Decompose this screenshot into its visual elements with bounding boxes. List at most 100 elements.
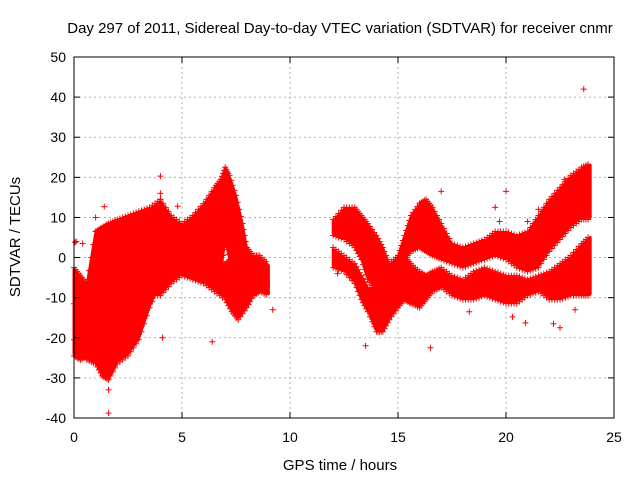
- envelope-point: [433, 212, 440, 219]
- envelope-point: [355, 288, 362, 295]
- envelope-point: [208, 251, 215, 258]
- envelope-point: [454, 274, 461, 281]
- envelope-point: [189, 244, 196, 251]
- envelope-point: [141, 320, 148, 327]
- envelope-point: [585, 234, 592, 241]
- x-tick-label: 10: [282, 429, 298, 445]
- envelope-point: [231, 271, 238, 278]
- outlier-point: [362, 342, 369, 349]
- envelope-point: [476, 266, 482, 273]
- envelope-point: [371, 323, 378, 330]
- envelope-point: [349, 277, 356, 284]
- envelope-point: [392, 307, 399, 314]
- envelope-point: [105, 244, 112, 251]
- envelope-point: [557, 236, 563, 243]
- outlier-point: [96, 226, 103, 233]
- envelope-point: [570, 249, 577, 256]
- y-tick-label: 20: [50, 169, 66, 185]
- envelope-point: [449, 292, 455, 299]
- envelope-point: [363, 305, 370, 312]
- envelope-point: [527, 224, 534, 231]
- y-tick-label: 50: [50, 49, 66, 65]
- outlier-point: [101, 203, 108, 210]
- envelope-point: [220, 252, 227, 259]
- envelope-point: [143, 215, 150, 222]
- envelope-point: [225, 302, 232, 309]
- envelope-point: [497, 254, 504, 261]
- envelope-point: [112, 364, 119, 371]
- envelope-point: [233, 276, 239, 283]
- envelope-point: [476, 294, 482, 301]
- envelope-point: [457, 275, 464, 282]
- envelope-point: [559, 181, 566, 188]
- envelope-point: [195, 278, 202, 285]
- envelope-point: [543, 252, 550, 259]
- envelope-point: [353, 284, 360, 291]
- envelope-point: [359, 261, 366, 268]
- x-tick-label: 25: [606, 429, 622, 445]
- envelope-point: [489, 253, 496, 260]
- envelope-point: [369, 226, 376, 233]
- envelope-point: [451, 241, 458, 248]
- envelope-point: [218, 173, 225, 180]
- envelope-point: [141, 290, 148, 297]
- envelope-point: [206, 250, 212, 257]
- envelope-point: [229, 182, 236, 189]
- outlier-point: [492, 204, 499, 211]
- envelope-point: [494, 269, 501, 276]
- envelope-point: [192, 245, 199, 252]
- envelope-point: [179, 240, 185, 247]
- y-tick-label: 40: [50, 89, 66, 105]
- envelope-point: [473, 259, 480, 266]
- envelope-point: [559, 233, 566, 240]
- envelope-point: [516, 231, 523, 238]
- envelope-point: [366, 313, 373, 320]
- envelope-point: [332, 213, 339, 220]
- envelope-point: [208, 188, 215, 195]
- envelope-point: [446, 259, 453, 266]
- envelope-point: [138, 289, 145, 296]
- envelope-point: [406, 217, 413, 224]
- envelope-point: [165, 229, 172, 236]
- envelope-point: [165, 208, 172, 215]
- envelope-point: [239, 220, 246, 227]
- envelope-point: [127, 211, 134, 218]
- envelope-point: [103, 248, 110, 255]
- envelope-point: [366, 223, 373, 230]
- envelope-point: [562, 294, 569, 301]
- envelope-point: [184, 242, 191, 249]
- envelope-point: [195, 246, 202, 253]
- envelope-point: [335, 266, 342, 273]
- envelope-point: [462, 243, 469, 250]
- envelope-point: [481, 256, 488, 263]
- envelope-point: [105, 376, 112, 383]
- envelope-point: [86, 267, 93, 274]
- envelope-point: [473, 239, 480, 246]
- envelope-point: [519, 274, 526, 281]
- envelope-point: [224, 246, 231, 253]
- envelope-point: [237, 313, 244, 320]
- envelope-point: [451, 273, 458, 280]
- gridlines: [74, 57, 614, 418]
- envelope-point: [443, 230, 450, 237]
- envelope-point: [237, 213, 244, 220]
- envelope-point: [125, 212, 131, 219]
- envelope-point: [557, 184, 563, 191]
- envelope-point: [484, 255, 491, 262]
- envelope-point: [133, 209, 140, 216]
- envelope-point: [440, 225, 447, 232]
- outlier-point: [269, 306, 276, 313]
- envelope-point: [535, 264, 542, 271]
- envelope-point: [513, 232, 520, 239]
- envelope-point: [381, 325, 388, 332]
- envelope-point: [585, 292, 592, 299]
- envelope-point: [363, 281, 370, 288]
- envelope-point: [465, 262, 472, 269]
- envelope-point: [562, 230, 569, 237]
- envelope-point: [105, 316, 112, 323]
- envelope-point: [524, 268, 531, 275]
- envelope-point: [133, 340, 140, 347]
- outlier-point: [105, 386, 112, 393]
- envelope-point: [535, 272, 542, 279]
- envelope-point: [573, 246, 580, 253]
